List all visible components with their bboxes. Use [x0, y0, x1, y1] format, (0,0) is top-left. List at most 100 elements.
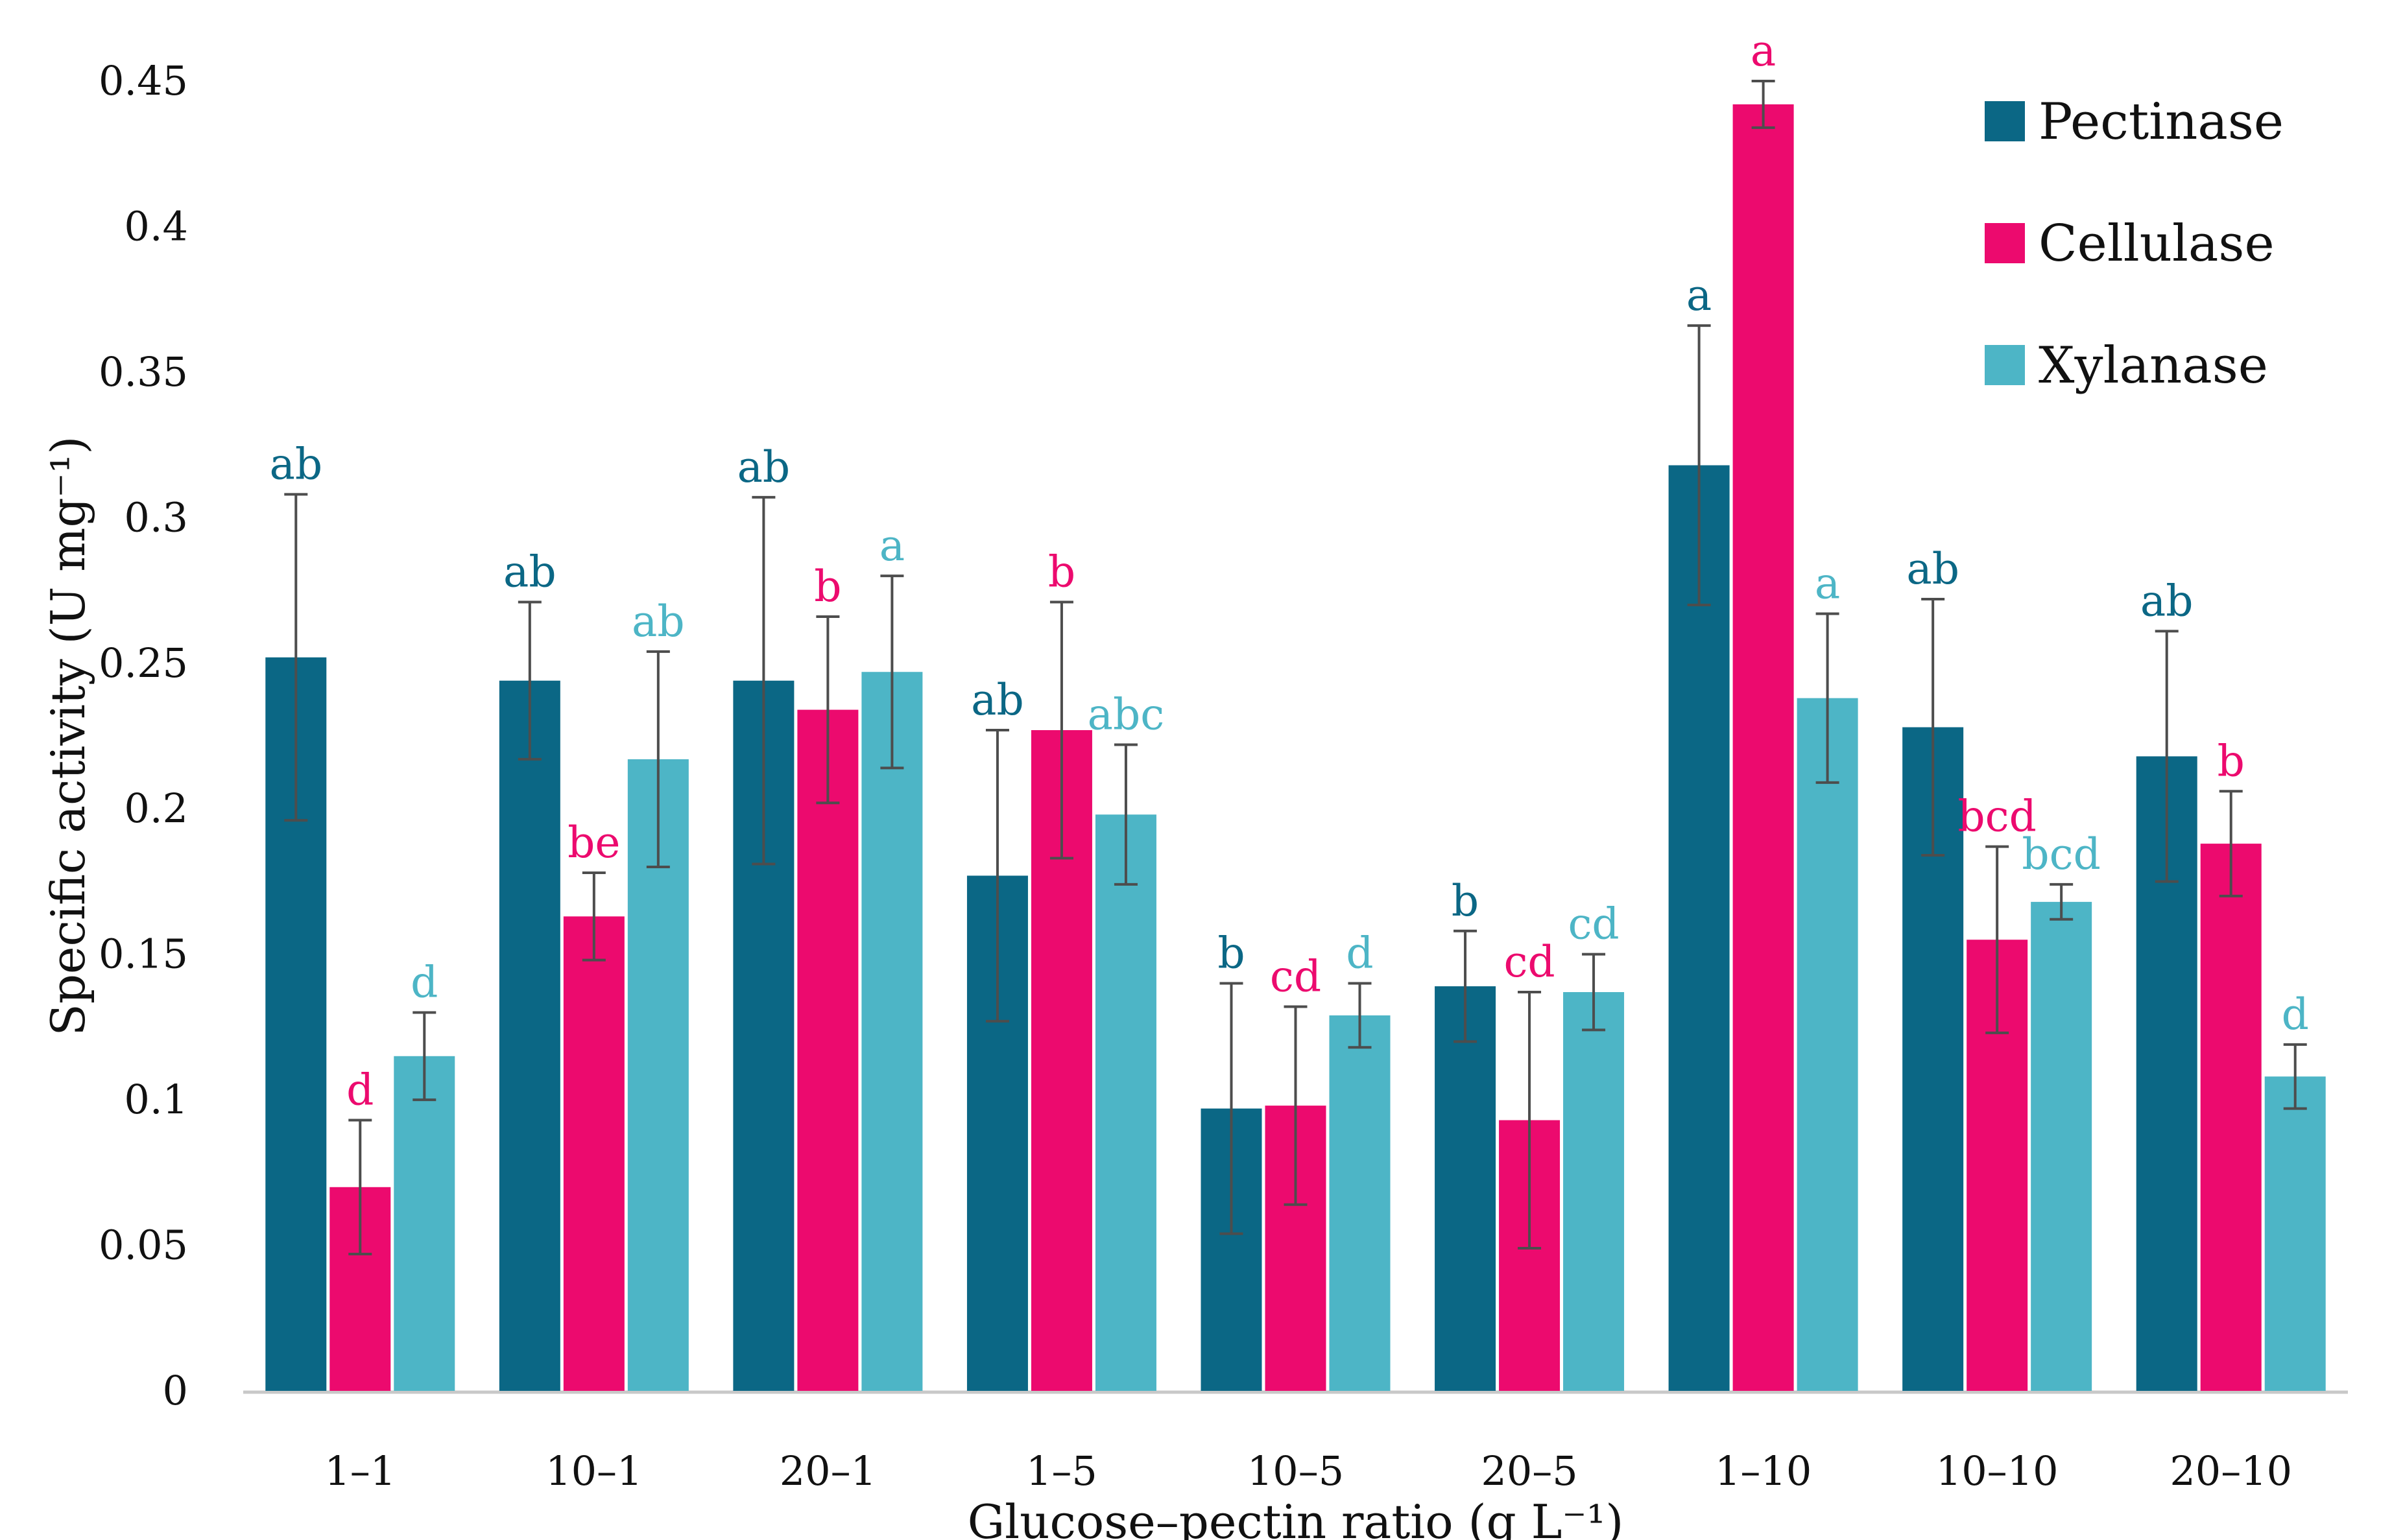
y-tick-label: 0.05: [99, 1222, 188, 1269]
error-bar: [1751, 80, 1775, 129]
error-bar: [1453, 929, 1477, 1043]
error-bar: [1348, 982, 1372, 1049]
y-tick-label: 0.1: [124, 1076, 188, 1123]
bar-cellulase: [1732, 104, 1794, 1391]
significance-letter: be: [568, 818, 620, 868]
error-bar: [1518, 991, 1542, 1250]
x-tick-label: 10–1: [545, 1447, 642, 1495]
x-axis-ticks: 1–1 10–1 20–1 1–5 10–5 20–5 1–10 10–10 20–10: [324, 1447, 2292, 1495]
y-tick-label: 0.3: [124, 493, 188, 541]
x-tick-label: 20–1: [780, 1447, 876, 1495]
x-tick-label: 1–1: [324, 1447, 396, 1495]
significance-letter: d: [2282, 989, 2309, 1039]
y-tick-label: 0.35: [99, 348, 188, 396]
significance-letter: ab: [503, 547, 556, 597]
y-axis-ticks: 0 0.05 0.1 0.15 0.2 0.25 0.3 0.35 0.4 0.45: [99, 57, 188, 1414]
significance-letter: a: [1686, 270, 1712, 320]
bar-xylanase: [1563, 992, 1625, 1391]
x-tick-label: 1–10: [1715, 1447, 1812, 1495]
error-bar: [985, 729, 1009, 1023]
bar-xylanase: [1329, 1015, 1391, 1391]
error-bar: [284, 493, 308, 822]
error-bar: [518, 600, 542, 761]
significance-letter: d: [346, 1065, 374, 1115]
error-bar: [2155, 630, 2179, 883]
error-bar: [1985, 845, 2009, 1034]
bar-cellulase: [2200, 844, 2262, 1391]
error-bar: [2283, 1043, 2307, 1110]
legend-swatch-xylanase: [1985, 345, 2025, 385]
significance-letter: b: [1452, 876, 1479, 926]
error-bar: [1582, 953, 1606, 1032]
bar-cellulase: [797, 709, 859, 1391]
significance-letter: cd: [1270, 951, 1321, 1001]
significance-letter: abc: [1088, 689, 1165, 739]
bar-pectinase: [1435, 986, 1496, 1391]
bar-xylanase: [394, 1056, 455, 1391]
y-axis-title: Specific activity (U mg⁻¹): [41, 436, 95, 1036]
x-tick-label: 20–10: [2170, 1447, 2292, 1495]
significance-letter: cd: [1568, 899, 1619, 949]
significance-letter: b: [814, 562, 841, 611]
y-tick-label: 0.25: [99, 639, 188, 687]
significance-letter: a: [1815, 558, 1840, 608]
significance-letter: ab: [2140, 576, 2194, 626]
legend-swatch-cellulase: [1985, 223, 2025, 263]
significance-letter: ab: [269, 439, 322, 489]
error-bar: [1114, 743, 1138, 886]
error-bar: [1921, 598, 1945, 857]
y-tick-label: 0: [163, 1367, 188, 1414]
y-tick-label: 0.4: [124, 202, 188, 250]
significance-letter: ab: [632, 597, 685, 646]
legend-label-pectinase: Pectinase: [2039, 93, 2284, 151]
significance-letter: ab: [1906, 544, 1959, 594]
legend: Pectinase Cellulase Xylanase: [1985, 93, 2284, 395]
bar-xylanase: [1797, 698, 1858, 1391]
y-tick-label: 0.15: [99, 930, 188, 978]
significance-letter: b: [1048, 547, 1075, 597]
significance-letter: ab: [971, 675, 1024, 725]
bar-xylanase: [1095, 814, 1156, 1391]
error-bar: [816, 615, 840, 805]
y-tick-label: 0.2: [124, 785, 188, 832]
significance-letter: bcd: [1957, 792, 2036, 842]
significance-letter: d: [411, 957, 438, 1007]
x-tick-label: 1–5: [1026, 1447, 1097, 1495]
bar-cellulase: [563, 916, 625, 1391]
bar-xylanase: [861, 672, 923, 1391]
error-bar: [1815, 612, 1839, 784]
significance-letter: cd: [1503, 937, 1555, 987]
error-bar: [1219, 982, 1243, 1235]
bar-xylanase: [2031, 901, 2092, 1391]
significance-letter: ab: [737, 442, 791, 492]
error-bar: [880, 575, 904, 770]
error-bar: [2219, 790, 2243, 897]
error-bar: [1687, 324, 1711, 606]
legend-label-cellulase: Cellulase: [2039, 215, 2275, 273]
error-bar: [646, 650, 670, 868]
legend-label-xylanase: Xylanase: [2039, 337, 2268, 395]
error-bar: [1049, 600, 1073, 860]
error-bar: [582, 871, 606, 962]
significance-letter: d: [1346, 929, 1373, 978]
x-axis-title: Glucose–pectin ratio (g L⁻¹): [968, 1495, 1624, 1540]
error-bar: [752, 495, 776, 866]
significance-letter: a: [879, 521, 905, 571]
error-bar: [413, 1011, 437, 1102]
significance-letter: b: [2218, 736, 2245, 786]
x-tick-label: 20–5: [1481, 1447, 1577, 1495]
significance-letter: bcd: [2022, 829, 2100, 879]
legend-swatch-pectinase: [1985, 101, 2025, 141]
bar-xylanase: [2264, 1076, 2326, 1391]
error-bar: [1284, 1005, 1308, 1206]
bar-pectinase: [499, 680, 560, 1391]
x-tick-label: 10–10: [1936, 1447, 2059, 1495]
x-tick-label: 10–5: [1247, 1447, 1344, 1495]
bar-pectinase: [1668, 465, 1730, 1391]
significance-letter: b: [1217, 929, 1245, 978]
error-bar: [348, 1119, 372, 1256]
significance-letter: a: [1751, 26, 1776, 76]
y-tick-label: 0.45: [99, 57, 188, 104]
